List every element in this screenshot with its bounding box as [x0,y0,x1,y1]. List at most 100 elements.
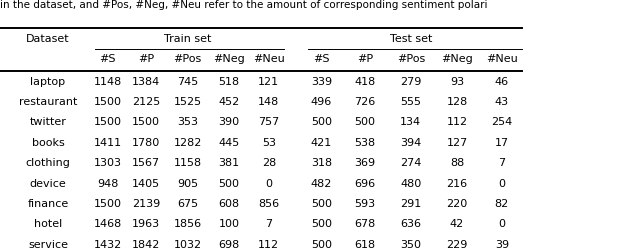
Text: clothing: clothing [26,158,70,168]
Text: 445: 445 [218,138,240,148]
Text: 53: 53 [262,138,276,148]
Text: 17: 17 [495,138,509,148]
Text: 418: 418 [354,77,376,86]
Text: Dataset: Dataset [26,34,70,44]
Text: 220: 220 [446,199,468,209]
Text: 698: 698 [218,240,240,250]
Text: 1500: 1500 [132,117,160,127]
Text: 745: 745 [177,77,198,86]
Text: 254: 254 [491,117,513,127]
Text: 948: 948 [97,179,118,188]
Text: 394: 394 [400,138,422,148]
Text: 555: 555 [401,97,421,107]
Text: #Neu: #Neu [486,54,518,64]
Text: 1500: 1500 [93,117,122,127]
Text: 1384: 1384 [132,77,160,86]
Text: 608: 608 [218,199,240,209]
Text: 452: 452 [218,97,240,107]
Text: 1158: 1158 [173,158,202,168]
Text: 518: 518 [218,77,240,86]
Text: 88: 88 [450,158,464,168]
Text: 1032: 1032 [173,240,202,250]
Text: 480: 480 [400,179,422,188]
Text: 636: 636 [401,219,421,229]
Text: 128: 128 [446,97,468,107]
Text: 496: 496 [310,97,332,107]
Text: 1405: 1405 [132,179,160,188]
Text: 1468: 1468 [93,219,122,229]
Text: 1842: 1842 [132,240,160,250]
Text: #S: #S [99,54,116,64]
Text: 2139: 2139 [132,199,160,209]
Text: 339: 339 [310,77,332,86]
Text: twitter: twitter [29,117,67,127]
Text: 127: 127 [446,138,468,148]
Text: 678: 678 [354,219,376,229]
Text: 1303: 1303 [93,158,122,168]
Text: #Pos: #Pos [173,54,202,64]
Text: 0: 0 [499,219,505,229]
Text: 482: 482 [310,179,332,188]
Text: 618: 618 [354,240,376,250]
Text: 500: 500 [311,199,332,209]
Text: 726: 726 [354,97,376,107]
Text: 2125: 2125 [132,97,160,107]
Text: 1500: 1500 [93,97,122,107]
Text: 82: 82 [495,199,509,209]
Text: finance: finance [28,199,68,209]
Text: #P: #P [356,54,373,64]
Text: 279: 279 [400,77,422,86]
Text: device: device [29,179,67,188]
Text: books: books [31,138,65,148]
Text: 134: 134 [400,117,422,127]
Text: Test set: Test set [390,34,433,44]
Text: 500: 500 [311,219,332,229]
Text: 1148: 1148 [93,77,122,86]
Text: 46: 46 [495,77,509,86]
Text: 1500: 1500 [93,199,122,209]
Text: 42: 42 [450,219,464,229]
Text: 500: 500 [311,240,332,250]
Text: 229: 229 [446,240,468,250]
Text: 0: 0 [499,179,505,188]
Text: 7: 7 [498,158,506,168]
Text: 148: 148 [258,97,280,107]
Text: 39: 39 [495,240,509,250]
Text: 500: 500 [219,179,239,188]
Text: 369: 369 [354,158,376,168]
Text: hotel: hotel [34,219,62,229]
Text: 28: 28 [262,158,276,168]
Text: 1525: 1525 [173,97,202,107]
Text: #Neg: #Neg [441,54,473,64]
Text: 1432: 1432 [93,240,122,250]
Text: 390: 390 [218,117,240,127]
Text: 593: 593 [354,199,376,209]
Text: 112: 112 [258,240,280,250]
Text: #P: #P [138,54,154,64]
Text: restaurant: restaurant [19,97,77,107]
Text: 1856: 1856 [173,219,202,229]
Text: in the dataset, and #Pos, #Neg, #Neu refer to the amount of corresponding sentim: in the dataset, and #Pos, #Neg, #Neu ref… [0,0,488,10]
Text: 0: 0 [266,179,272,188]
Text: 1411: 1411 [93,138,122,148]
Text: laptop: laptop [31,77,65,86]
Text: 274: 274 [400,158,422,168]
Text: 112: 112 [446,117,468,127]
Text: 696: 696 [354,179,376,188]
Text: 350: 350 [401,240,421,250]
Text: 1963: 1963 [132,219,160,229]
Text: 856: 856 [258,199,280,209]
Text: 43: 43 [495,97,509,107]
Text: 100: 100 [219,219,239,229]
Text: 7: 7 [265,219,273,229]
Text: Train set: Train set [164,34,212,44]
Text: 500: 500 [311,117,332,127]
Text: #Neu: #Neu [253,54,285,64]
Text: #Pos: #Pos [397,54,425,64]
Text: 538: 538 [354,138,376,148]
Text: 905: 905 [177,179,198,188]
Text: 1282: 1282 [173,138,202,148]
Text: 1780: 1780 [132,138,160,148]
Text: 291: 291 [400,199,422,209]
Text: 353: 353 [177,117,198,127]
